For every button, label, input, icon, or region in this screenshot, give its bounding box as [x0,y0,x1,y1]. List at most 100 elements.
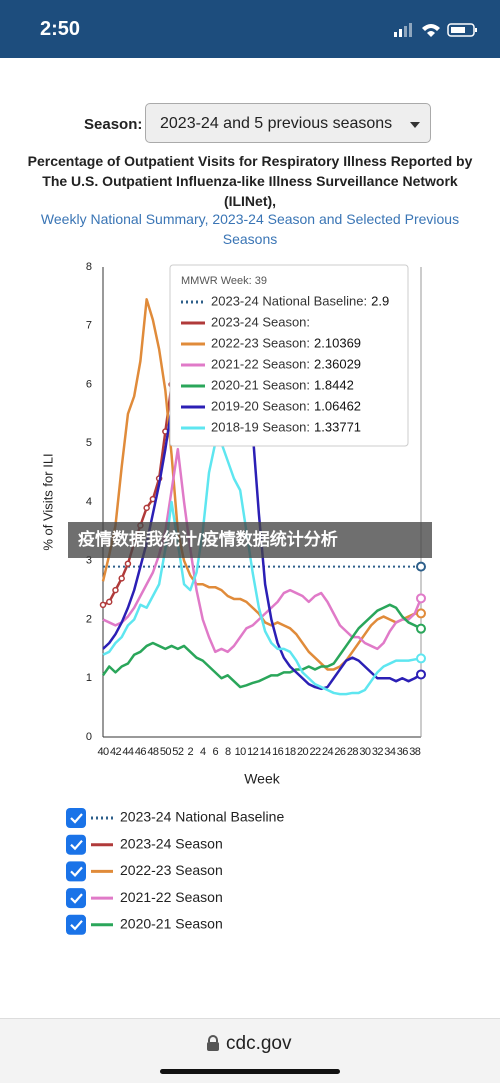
dropdown-text: 2023-24 and 5 previous seasons [160,115,393,132]
tooltip-label: 2023-24 National Baseline: [211,293,367,308]
y-tick-label: 5 [86,437,92,449]
x-tick-label: 16 [272,746,284,758]
x-tick-label: 38 [409,746,421,758]
tooltip-box [169,264,409,447]
x-tick-label: 26 [334,746,346,758]
x-tick-label: 34 [384,746,396,758]
x-tick-label: 32 [372,746,384,758]
x-tick-label: 4 [200,746,206,758]
status-icons [394,23,477,37]
end-marker [416,608,426,619]
caret [410,122,420,128]
x-tick-label: 40 [97,746,109,758]
baseline-end-marker [416,561,426,572]
point-marker [99,601,107,609]
legend-label: 2022-23 Season [120,862,223,878]
status-bar: 2:50 [0,0,500,58]
legend-label: 2023-24 Season [120,835,223,851]
tooltip-label: 2023-24 Season: [211,314,310,329]
tooltip-label: 2018-19 Season: [211,419,310,434]
point-marker [112,586,119,594]
tooltip-value: 1.33771 [314,419,361,434]
checkmark [70,866,83,878]
chart-title: Percentage of Outpatient Visits for Resp… [27,153,473,209]
legend-label: 2023-24 National Baseline [120,809,284,825]
point-marker [124,560,132,567]
checkmark [70,893,83,904]
x-tick-label: 42 [110,746,122,758]
x-tick-label: 22 [309,746,321,758]
x-tick-label: 50 [160,746,172,758]
x-tick-label: 12 [247,746,259,758]
x-tick-label: 6 [212,746,218,758]
x-tick-label: 18 [285,746,297,758]
legend-checkbox [66,914,86,935]
series-line [102,442,422,696]
legend-checkbox [66,808,86,828]
tooltip-label: 2021-22 Season: [211,356,310,371]
tooltip-value: 2.9 [371,293,389,308]
tooltip: MMWR Week: 39 2023-24 National Baseline: 2… [169,264,409,447]
y-tick-label: 6 [86,378,92,390]
tooltip-label: 2020-21 Season: [211,377,310,392]
x-tick-label: 52 [172,746,184,758]
tooltip-title: MMWR Week: 39 [181,275,267,287]
checkmark [70,920,83,931]
legend-checkbox [66,834,86,855]
legend-item[interactable]: 2021-22 Season [66,888,223,909]
season-dropdown[interactable]: 2023-24 and 5 previous seasons [145,103,431,143]
x-tick-label: 30 [359,746,371,758]
end-marker [416,653,426,664]
y-tick-label: 8 [86,261,92,273]
legend-item[interactable]: 2023-24 Season [66,834,223,855]
tooltip-label: 2019-20 Season: [211,398,310,413]
y-tick-label: 4 [86,496,92,508]
point-marker [143,504,150,512]
y-tick-label: 1 [86,672,92,684]
x-tick-label: 46 [135,746,147,758]
point-marker [105,598,113,606]
x-axis-label: Week [244,771,281,787]
end-marker [416,623,426,634]
legend-item[interactable]: 2023-24 National Baseline [66,808,284,828]
tooltip-value: 1.8442 [314,377,354,392]
y-tick-label: 2 [86,613,92,625]
chart-subtitle: Weekly National Summary, 2023-24 Season … [40,211,460,247]
point-marker [118,575,125,582]
home-indicator [160,1069,340,1074]
y-tick-label: 7 [86,320,92,332]
legend-checkbox [66,861,86,882]
tooltip-label: 2022-23 Season: [211,335,310,350]
y-axis-label: % of Visits for ILI [40,453,55,550]
url: cdc.gov [226,1033,292,1054]
x-tick-label: 2 [188,746,194,758]
x-tick-label: 20 [297,746,309,758]
checkmark [70,813,83,824]
x-tick-label: 10 [235,746,247,758]
browser-bar [0,1018,500,1083]
x-tick-label: 8 [225,746,231,758]
legend-checkbox [66,888,86,909]
y-tick-label: 3 [86,555,92,567]
x-tick-label: 48 [147,746,159,758]
legend-item[interactable]: 2022-23 Season [66,861,223,882]
legend-label: 2021-22 Season [120,889,223,905]
tooltip-value: 2.36029 [314,356,361,371]
x-tick-label: 44 [122,746,134,758]
tooltip-value: 1.06462 [314,398,361,413]
y-tick-label: 0 [86,731,92,743]
x-tick-label: 14 [260,746,272,758]
overlay-banner: 疫情数据我统计/疫情数据统计分析 [68,522,432,558]
x-tick-label: 36 [397,746,409,758]
legend-item[interactable]: 2020-21 Season [66,914,223,935]
checkmark [70,839,83,851]
x-tick-label: 24 [322,746,334,758]
clock: 2:50 [40,18,81,40]
end-marker [416,669,426,680]
series-line [101,603,422,689]
season-label: Season: [84,116,143,133]
tooltip-value: 2.10369 [314,335,361,350]
lock-icon [207,1035,219,1051]
